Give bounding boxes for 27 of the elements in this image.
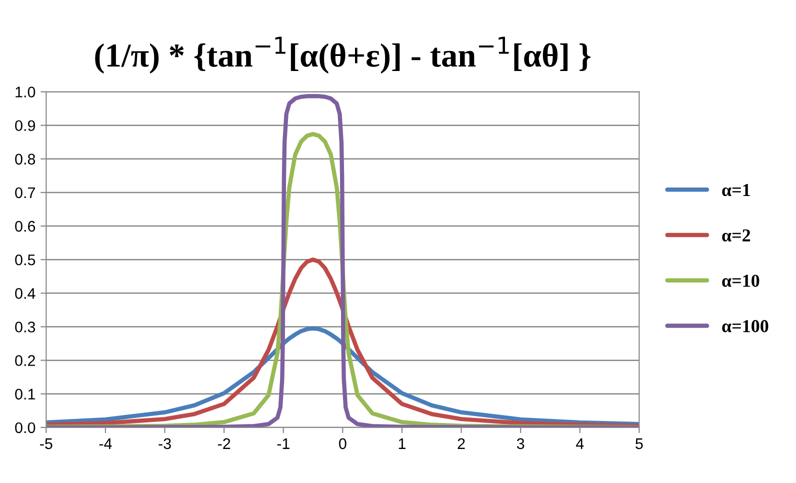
y-tick-label: 0.9 xyxy=(15,120,36,132)
x-tick-label: -3 xyxy=(158,438,171,450)
y-tick-label: 0.6 xyxy=(15,220,36,232)
y-tick-label: 0.0 xyxy=(15,422,36,434)
legend-label: α=100 xyxy=(722,320,768,332)
x-tick-label: -4 xyxy=(99,438,112,449)
y-tick-label: 0.1 xyxy=(15,388,36,400)
y-tick-label: 0.2 xyxy=(15,355,35,366)
chart-title: (1/π) * {tan$^{−1}$[α(θ+ε)] - tan$^{−1}$[αθ] } xyxy=(95,36,590,74)
x-tick-label: 1 xyxy=(398,438,406,449)
x-tick-label: 2 xyxy=(458,438,465,449)
legend-label: α=2 xyxy=(722,229,750,242)
y-tick-label: 0.5 xyxy=(15,254,36,266)
x-tick-label: 5 xyxy=(636,438,643,450)
y-tick-label: 1.0 xyxy=(16,86,36,98)
legend-label: α=1 xyxy=(722,184,750,196)
x-tick-label: 0 xyxy=(339,438,346,450)
y-tick-label: 0.3 xyxy=(15,322,36,332)
x-tick-label: -2 xyxy=(218,438,230,449)
legend-label: α=10 xyxy=(722,274,760,287)
x-tick-label: 3 xyxy=(516,438,524,450)
y-tick-label: 0.8 xyxy=(15,154,36,165)
y-tick-label: 0.4 xyxy=(15,288,36,299)
x-tick-label: -5 xyxy=(40,438,52,450)
x-tick-label: 4 xyxy=(576,438,584,449)
y-tick-label: 0.7 xyxy=(15,187,35,198)
x-tick-label: -1 xyxy=(277,438,290,449)
